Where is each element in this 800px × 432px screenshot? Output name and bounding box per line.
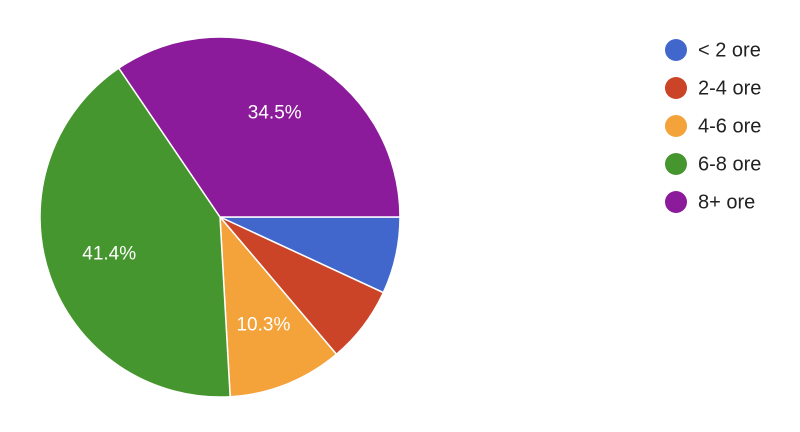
legend-swatch	[665, 77, 687, 99]
legend-swatch	[665, 153, 687, 175]
pie-slice	[39, 67, 231, 398]
legend-swatch	[665, 191, 687, 213]
legend-label: 2-4 ore	[698, 77, 761, 99]
pie-slice	[219, 214, 338, 398]
legend-label: < 2 ore	[698, 39, 761, 61]
slice-label: 10.3%	[236, 315, 290, 336]
slice-label: 34.5%	[248, 103, 302, 124]
pie-slice	[117, 36, 401, 218]
legend-label: 4-6 ore	[698, 115, 761, 137]
legend-swatch	[665, 39, 687, 61]
legend-label: 6-8 ore	[698, 153, 761, 175]
legend-swatch	[665, 115, 687, 137]
slice-label: 41.4%	[82, 244, 136, 265]
legend-label: 8+ ore	[698, 191, 755, 213]
